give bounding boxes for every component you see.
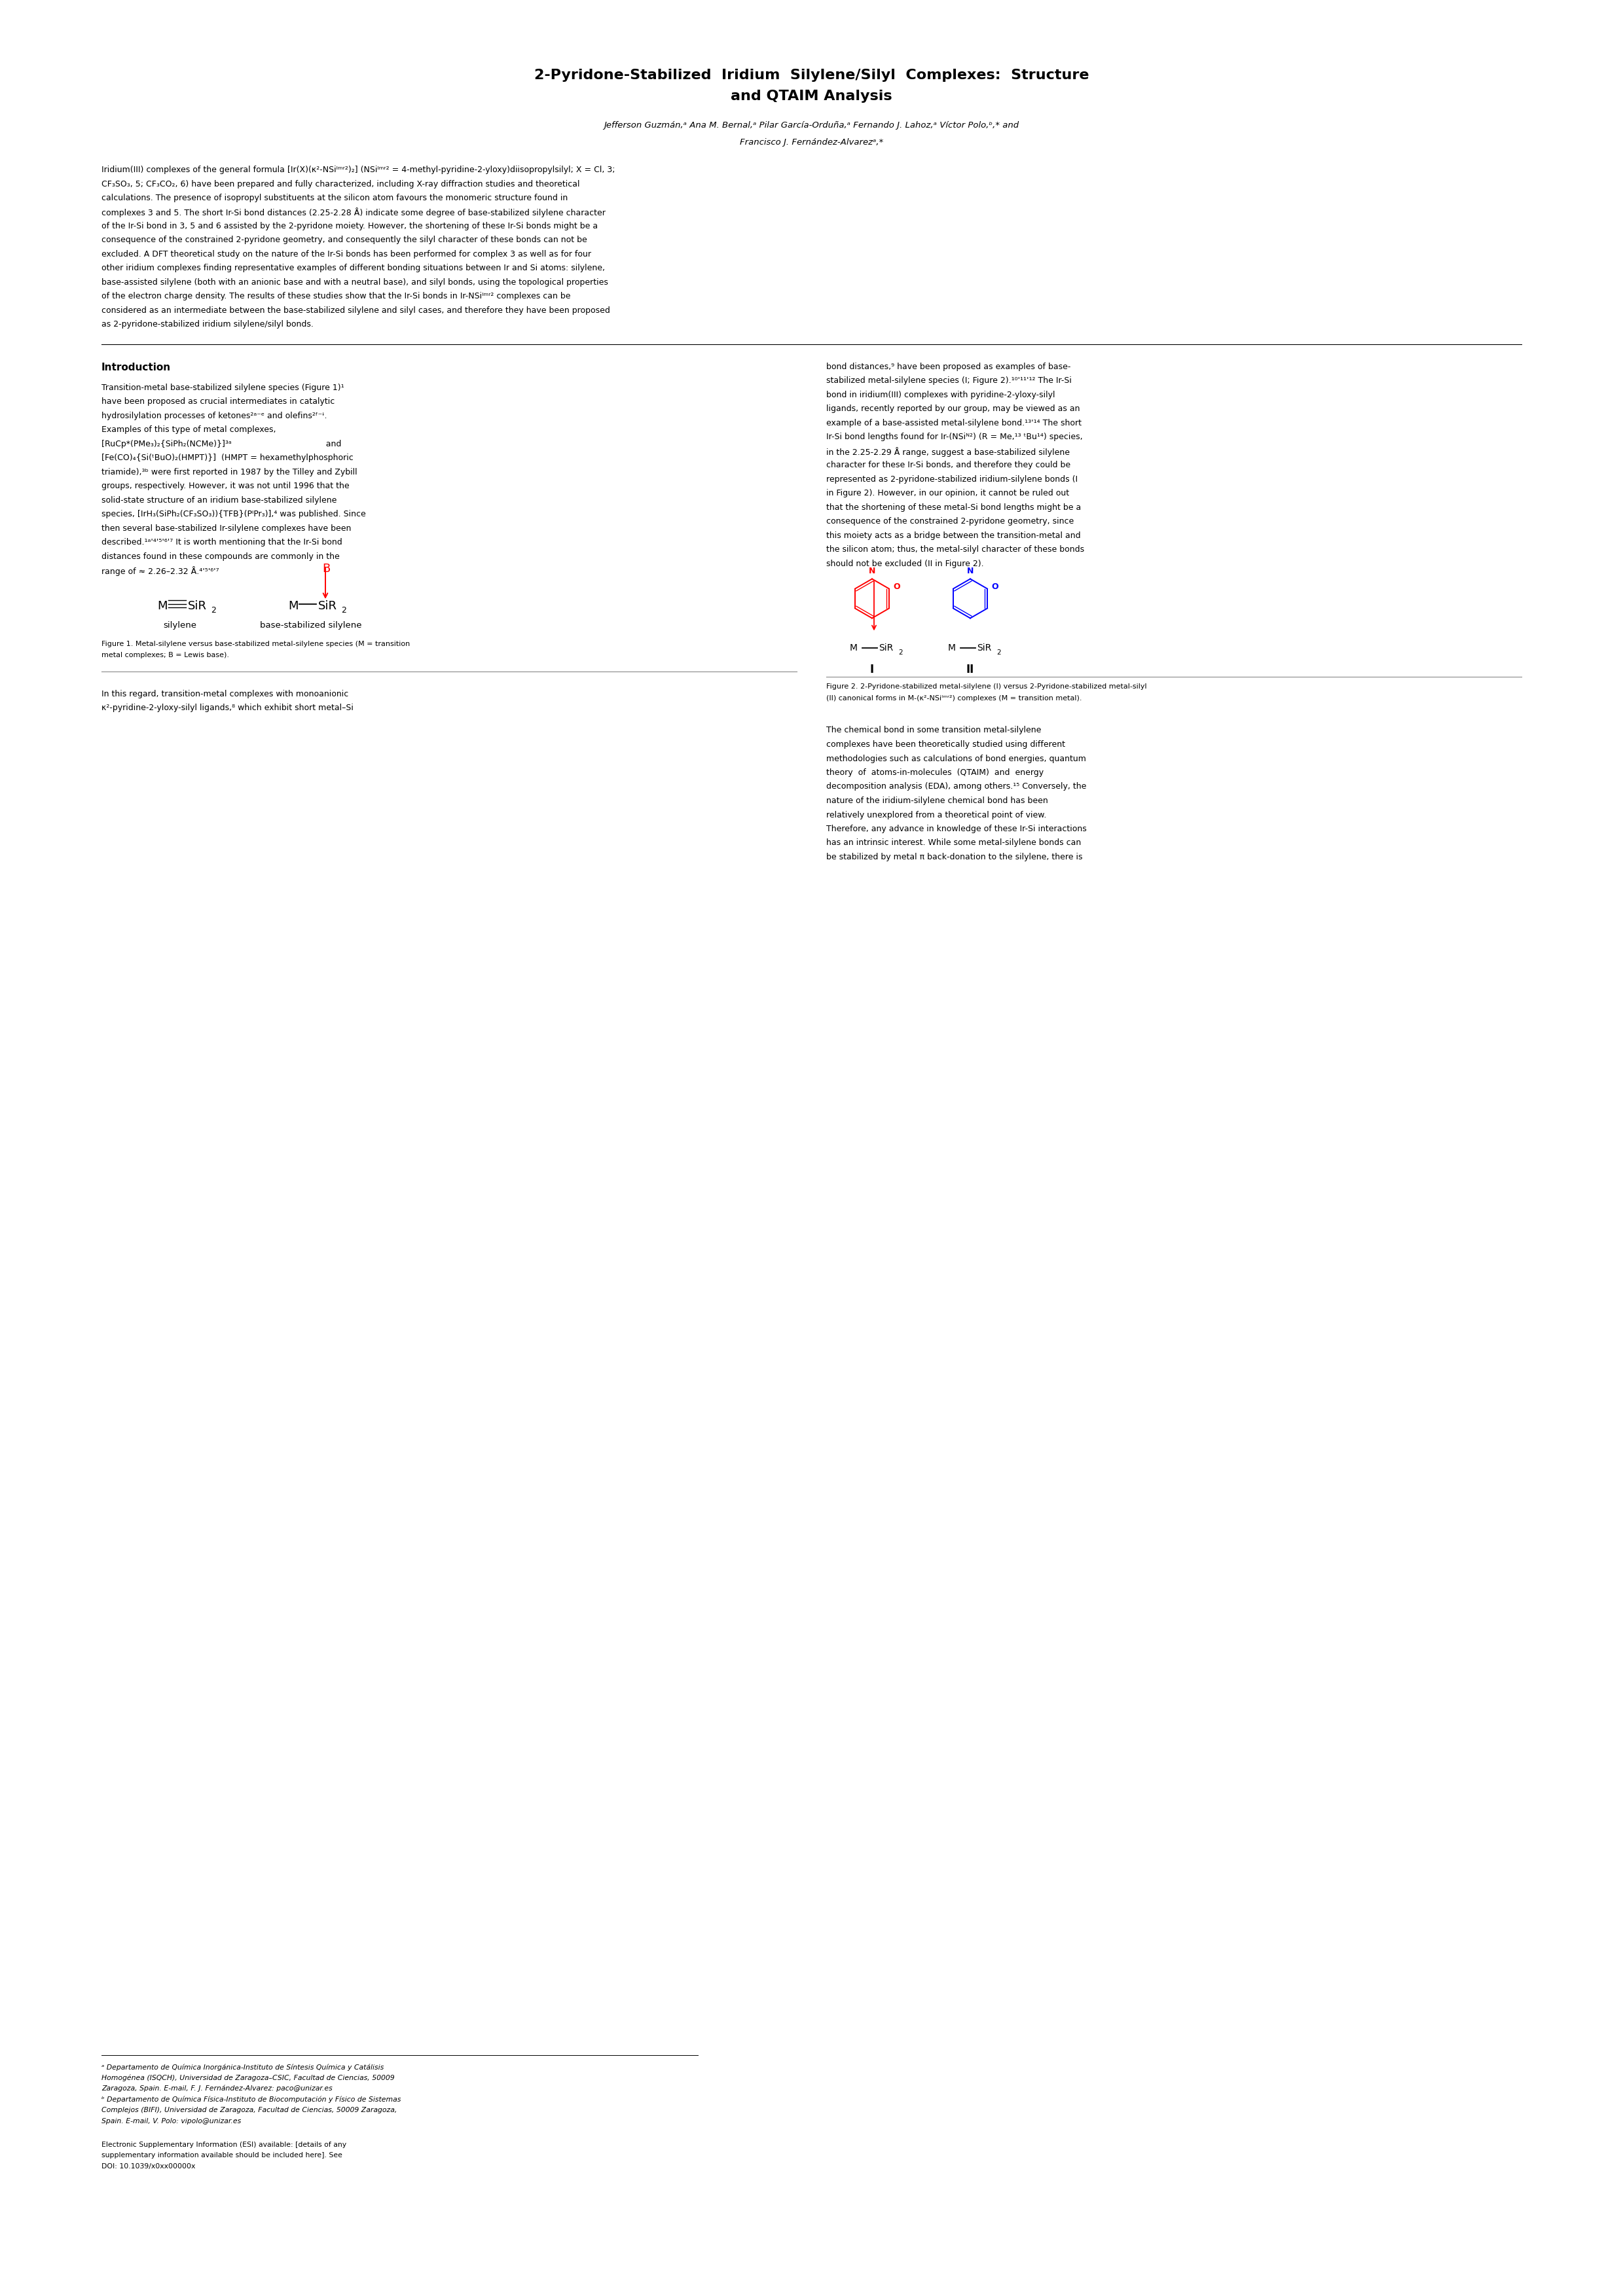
Text: silylene: silylene bbox=[164, 622, 196, 629]
Text: in the 2.25-2.29 Å range, suggest a base-stabilized silylene: in the 2.25-2.29 Å range, suggest a base… bbox=[826, 448, 1070, 457]
Text: example of a base-assisted metal-silylene bond.¹³'¹⁴ The short: example of a base-assisted metal-silylen… bbox=[826, 418, 1081, 427]
Text: Ir-Si bond lengths found for Ir-(NSiᴺ²) (R = Me,¹³ ᵗBu¹⁴) species,: Ir-Si bond lengths found for Ir-(NSiᴺ²) … bbox=[826, 434, 1083, 441]
Text: Complejos (BIFI), Universidad de Zaragoza, Facultad de Ciencias, 50009 Zaragoza,: Complejos (BIFI), Universidad de Zaragoz… bbox=[102, 2108, 398, 2112]
Text: as 2-pyridone-stabilized iridium silylene/silyl bonds.: as 2-pyridone-stabilized iridium silylen… bbox=[102, 321, 313, 328]
Text: complexes 3 and 5. The short Ir-Si bond distances (2.25-2.28 Å) indicate some de: complexes 3 and 5. The short Ir-Si bond … bbox=[102, 209, 605, 218]
Text: hydrosilylation processes of ketones²ᵃ⁻ᵉ and olefins²ᶠ⁻ᶤ.: hydrosilylation processes of ketones²ᵃ⁻ᵉ… bbox=[102, 411, 326, 420]
Text: of the Ir-Si bond in 3, 5 and 6 assisted by the 2-pyridone moiety. However, the : of the Ir-Si bond in 3, 5 and 6 assisted… bbox=[102, 223, 597, 230]
Text: base-stabilized silylene: base-stabilized silylene bbox=[260, 622, 362, 629]
Text: groups, respectively. However, it was not until 1996 that the: groups, respectively. However, it was no… bbox=[102, 482, 349, 491]
Text: I: I bbox=[870, 664, 875, 675]
Text: Iridium(III) complexes of the general formula [Ir(X)(κ²-NSiᴵᵐʳ²)₂] (NSiᴵᵐʳ² = 4-: Iridium(III) complexes of the general fo… bbox=[102, 165, 615, 174]
Text: in Figure 2). However, in our opinion, it cannot be ruled out: in Figure 2). However, in our opinion, i… bbox=[826, 489, 1070, 498]
Text: M: M bbox=[287, 599, 299, 613]
Text: base-assisted silylene (both with an anionic base and with a neutral base), and : base-assisted silylene (both with an ani… bbox=[102, 278, 609, 287]
Text: consequence of the constrained 2-pyridone geometry, since: consequence of the constrained 2-pyridon… bbox=[826, 517, 1074, 526]
Text: Homogénea (ISQCH), Universidad de Zaragoza–CSIC, Facultad de Ciencias, 50009: Homogénea (ISQCH), Universidad de Zarago… bbox=[102, 2076, 394, 2080]
Text: solid-state structure of an iridium base-stabilized silylene: solid-state structure of an iridium base… bbox=[102, 496, 336, 505]
Text: theory  of  atoms-in-molecules  (QTAIM)  and  energy: theory of atoms-in-molecules (QTAIM) and… bbox=[826, 769, 1044, 776]
Text: nature of the iridium-silylene chemical bond has been: nature of the iridium-silylene chemical … bbox=[826, 797, 1048, 806]
Text: excluded. A DFT theoretical study on the nature of the Ir-Si bonds has been perf: excluded. A DFT theoretical study on the… bbox=[102, 250, 591, 259]
Text: κ²-pyridine-2-yloxy-silyl ligands,⁸ which exhibit short metal–Si: κ²-pyridine-2-yloxy-silyl ligands,⁸ whic… bbox=[102, 705, 354, 712]
Text: then several base-stabilized Ir-silylene complexes have been: then several base-stabilized Ir-silylene… bbox=[102, 523, 351, 533]
Text: 2: 2 bbox=[211, 606, 216, 615]
Text: Therefore, any advance in knowledge of these Ir-Si interactions: Therefore, any advance in knowledge of t… bbox=[826, 824, 1087, 833]
Text: other iridium complexes finding representative examples of different bonding sit: other iridium complexes finding represen… bbox=[102, 264, 605, 273]
Text: should not be excluded (II in Figure 2).: should not be excluded (II in Figure 2). bbox=[826, 560, 984, 567]
Text: complexes have been theoretically studied using different: complexes have been theoretically studie… bbox=[826, 739, 1065, 748]
Text: triamide),³ᵇ were first reported in 1987 by the Tilley and Zybill: triamide),³ᵇ were first reported in 1987… bbox=[102, 468, 357, 478]
Text: SiR: SiR bbox=[188, 599, 206, 613]
Text: O: O bbox=[893, 583, 901, 590]
Text: II: II bbox=[966, 664, 974, 675]
Text: 2-Pyridone-Stabilized  Iridium  Silylene/Silyl  Complexes:  Structure: 2-Pyridone-Stabilized Iridium Silylene/S… bbox=[534, 69, 1089, 83]
Text: Introduction: Introduction bbox=[102, 363, 170, 372]
Text: represented as 2-pyridone-stabilized iridium-silylene bonds (I: represented as 2-pyridone-stabilized iri… bbox=[826, 475, 1078, 484]
Text: Zaragoza, Spain. E-mail, F. J. Fernández-Alvarez: paco@unizar.es: Zaragoza, Spain. E-mail, F. J. Fernández… bbox=[102, 2085, 333, 2092]
Text: supplementary information available should be included here]. See: supplementary information available shou… bbox=[102, 2151, 342, 2158]
Text: Electronic Supplementary Information (ESI) available: [details of any: Electronic Supplementary Information (ES… bbox=[102, 2142, 346, 2149]
Text: The chemical bond in some transition metal-silylene: The chemical bond in some transition met… bbox=[826, 726, 1042, 735]
Text: decomposition analysis (EDA), among others.¹⁵ Conversely, the: decomposition analysis (EDA), among othe… bbox=[826, 783, 1086, 790]
Text: 2: 2 bbox=[898, 650, 902, 657]
Text: character for these Ir-Si bonds, and therefore they could be: character for these Ir-Si bonds, and the… bbox=[826, 461, 1071, 471]
Text: ᵃ Departamento de Química Inorgánica-Instituto de Síntesis Química y Catálisis: ᵃ Departamento de Química Inorgánica-Ins… bbox=[102, 2064, 383, 2071]
Text: M: M bbox=[948, 643, 956, 652]
Text: Examples of this type of metal complexes,: Examples of this type of metal complexes… bbox=[102, 425, 276, 434]
Text: relatively unexplored from a theoretical point of view.: relatively unexplored from a theoretical… bbox=[826, 810, 1047, 820]
Text: described.¹ᵃ'⁴'⁵'⁶'⁷ It is worth mentioning that the Ir-Si bond: described.¹ᵃ'⁴'⁵'⁶'⁷ It is worth mention… bbox=[102, 537, 342, 546]
Text: and QTAIM Analysis: and QTAIM Analysis bbox=[730, 90, 893, 103]
Text: distances found in these compounds are commonly in the: distances found in these compounds are c… bbox=[102, 553, 339, 560]
Text: bond in iridium(III) complexes with pyridine-2-yloxy-silyl: bond in iridium(III) complexes with pyri… bbox=[826, 390, 1055, 400]
Text: ligands, recently reported by our group, may be viewed as an: ligands, recently reported by our group,… bbox=[826, 404, 1079, 413]
Text: CF₃SO₃, 5; CF₃CO₂, 6) have been prepared and fully characterized, including X-ra: CF₃SO₃, 5; CF₃CO₂, 6) have been prepared… bbox=[102, 179, 579, 188]
Text: has an intrinsic interest. While some metal-silylene bonds can: has an intrinsic interest. While some me… bbox=[826, 838, 1081, 847]
Text: N: N bbox=[967, 567, 974, 576]
Text: Jefferson Guzmán,ᵃ Ana M. Bernal,ᵃ Pilar García-Orduña,ᵃ Fernando J. Lahoz,ᵃ Víc: Jefferson Guzmán,ᵃ Ana M. Bernal,ᵃ Pilar… bbox=[604, 122, 1019, 129]
Text: that the shortening of these metal-Si bond lengths might be a: that the shortening of these metal-Si bo… bbox=[826, 503, 1081, 512]
Text: 2: 2 bbox=[341, 606, 346, 615]
Text: DOI: 10.1039/x0xx00000x: DOI: 10.1039/x0xx00000x bbox=[102, 2163, 195, 2170]
Text: (II) canonical forms in M-(κ²-NSiᴵᵐʳ²) complexes (M = transition metal).: (II) canonical forms in M-(κ²-NSiᴵᵐʳ²) c… bbox=[826, 696, 1083, 703]
Text: considered as an intermediate between the base-stabilized silylene and silyl cas: considered as an intermediate between th… bbox=[102, 305, 610, 315]
Text: range of ≈ 2.26–2.32 Å.⁴'⁵'⁶'⁷: range of ≈ 2.26–2.32 Å.⁴'⁵'⁶'⁷ bbox=[102, 567, 219, 576]
Text: species, [IrH₃(SiPh₂(CF₃SO₃)){TFB}(PᴵPr₃)],⁴ was published. Since: species, [IrH₃(SiPh₂(CF₃SO₃)){TFB}(PᴵPr₃… bbox=[102, 510, 365, 519]
Text: O: O bbox=[992, 583, 998, 590]
Text: Transition-metal base-stabilized silylene species (Figure 1)¹: Transition-metal base-stabilized silylen… bbox=[102, 383, 344, 393]
Text: consequence of the constrained 2-pyridone geometry, and consequently the silyl c: consequence of the constrained 2-pyridon… bbox=[102, 236, 588, 243]
Text: be stabilized by metal π back-donation to the silylene, there is: be stabilized by metal π back-donation t… bbox=[826, 852, 1083, 861]
Text: SiR: SiR bbox=[878, 643, 893, 652]
Text: methodologies such as calculations of bond energies, quantum: methodologies such as calculations of bo… bbox=[826, 755, 1086, 762]
Text: ᵇ Departamento de Química Física-Instituto de Biocomputación y Físico de Sistema: ᵇ Departamento de Química Física-Institu… bbox=[102, 2096, 401, 2103]
Text: calculations. The presence of isopropyl substituents at the silicon atom favours: calculations. The presence of isopropyl … bbox=[102, 193, 568, 202]
Text: Figure 1. Metal-silylene versus base-stabilized metal-silylene species (M = tran: Figure 1. Metal-silylene versus base-sta… bbox=[102, 641, 411, 647]
Text: have been proposed as crucial intermediates in catalytic: have been proposed as crucial intermedia… bbox=[102, 397, 334, 406]
Text: this moiety acts as a bridge between the transition-metal and: this moiety acts as a bridge between the… bbox=[826, 530, 1081, 540]
Text: M: M bbox=[850, 643, 857, 652]
Text: SiR: SiR bbox=[318, 599, 338, 613]
Text: N: N bbox=[868, 567, 875, 576]
Text: SiR: SiR bbox=[977, 643, 992, 652]
Text: Francisco J. Fernández-Alvarezᵃ,*: Francisco J. Fernández-Alvarezᵃ,* bbox=[740, 138, 883, 147]
Text: [RuCp*(PMe₃)₂{SiPh₂(NCMe)}]³ᵃ                                    and: [RuCp*(PMe₃)₂{SiPh₂(NCMe)}]³ᵃ and bbox=[102, 441, 341, 448]
Text: stabilized metal-silylene species (I; Figure 2).¹⁰'¹¹'¹² The Ir-Si: stabilized metal-silylene species (I; Fi… bbox=[826, 377, 1071, 386]
Text: In this regard, transition-metal complexes with monoanionic: In this regard, transition-metal complex… bbox=[102, 689, 349, 698]
Text: metal complexes; B = Lewis base).: metal complexes; B = Lewis base). bbox=[102, 652, 229, 659]
Text: the silicon atom; thus, the metal-silyl character of these bonds: the silicon atom; thus, the metal-silyl … bbox=[826, 546, 1084, 553]
Text: 2: 2 bbox=[997, 650, 1001, 657]
Text: M: M bbox=[157, 599, 167, 613]
Text: of the electron charge density. The results of these studies show that the Ir-Si: of the electron charge density. The resu… bbox=[102, 292, 571, 301]
Text: [Fe(CO)₄{Si(ᵗBuO)₂(HMPT)}]  (HMPT = hexamethylphosphoric: [Fe(CO)₄{Si(ᵗBuO)₂(HMPT)}] (HMPT = hexam… bbox=[102, 455, 354, 461]
Text: bond distances,⁹ have been proposed as examples of base-: bond distances,⁹ have been proposed as e… bbox=[826, 363, 1071, 372]
Text: Spain. E-mail, V. Polo: vipolo@unizar.es: Spain. E-mail, V. Polo: vipolo@unizar.es bbox=[102, 2117, 242, 2124]
Text: Figure 2. 2-Pyridone-stabilized metal-silylene (I) versus 2-Pyridone-stabilized : Figure 2. 2-Pyridone-stabilized metal-si… bbox=[826, 684, 1147, 691]
Text: B: B bbox=[321, 563, 329, 574]
